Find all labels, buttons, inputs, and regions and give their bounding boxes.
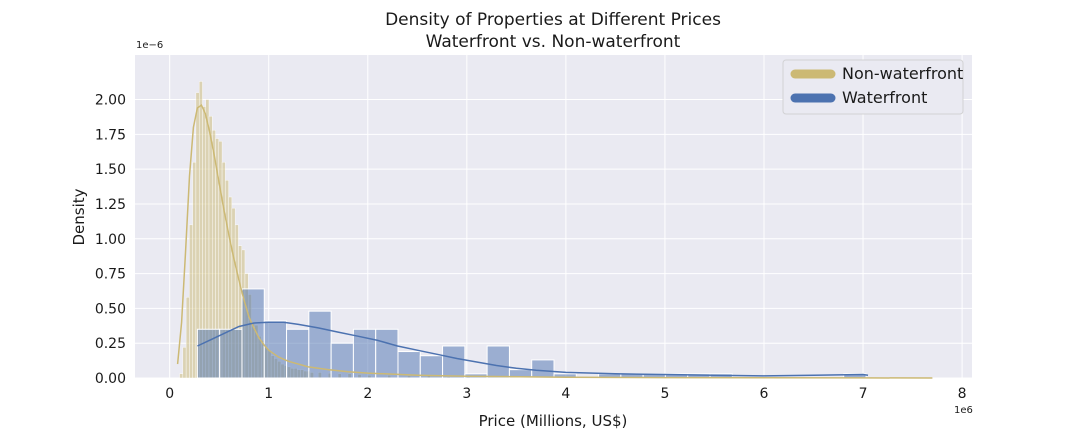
non-waterfront-bar	[192, 162, 197, 379]
x-tick-label: 3	[462, 386, 471, 402]
x-tick-label: 4	[561, 386, 570, 402]
x-tick-label: 2	[363, 386, 372, 402]
waterfront-bar	[531, 359, 555, 379]
x-tick-label: 8	[958, 386, 967, 402]
y-axis-ticks: 0.00 0.25 0.50 0.75 1.00 1.25 1.50 1.75 2.00	[95, 93, 126, 387]
x-offset-label: 1e6	[954, 405, 973, 416]
waterfront-bar	[219, 328, 243, 379]
y-tick-label: 1.00	[95, 232, 126, 248]
y-axis-label: Density	[70, 188, 88, 245]
y-tick-label: 2.00	[95, 93, 126, 109]
x-axis-ticks: 0 1 2 3 4 5 6 7 8	[165, 386, 966, 402]
y-tick-label: 0.75	[95, 267, 126, 283]
chart-subtitle: Waterfront vs. Non-waterfront	[426, 32, 681, 52]
waterfront-bar	[375, 328, 399, 379]
x-tick-label: 7	[859, 386, 868, 402]
non-waterfront-bar	[179, 373, 184, 379]
chart-title: Density of Properties at Different Price…	[385, 10, 721, 30]
waterfront-bar	[286, 328, 310, 379]
y-tick-label: 0.50	[95, 301, 126, 317]
y-tick-label: 1.75	[95, 127, 126, 143]
x-axis-label: Price (Millions, US$)	[479, 412, 628, 430]
y-tick-label: 0.25	[95, 336, 126, 352]
non-waterfront-kde-line	[176, 103, 933, 379]
kde-lines	[176, 103, 933, 379]
legend-label-waterfront: Waterfront	[842, 88, 927, 107]
non-waterfront-bar	[189, 224, 193, 379]
waterfront-bar	[486, 345, 510, 379]
non-waterfront-bar	[182, 347, 187, 379]
y-tick-label: 0.00	[95, 371, 126, 387]
y-tick-label: 1.25	[95, 197, 126, 213]
y-tick-label: 1.50	[95, 162, 126, 178]
x-tick-label: 5	[660, 386, 669, 402]
y-offset-label: 1e−6	[136, 40, 163, 51]
x-tick-label: 1	[264, 386, 273, 402]
waterfront-bar	[553, 373, 577, 379]
legend-label-non-waterfront: Non-waterfront	[842, 64, 963, 83]
x-tick-label: 0	[165, 386, 174, 402]
waterfront-kde-line	[197, 321, 869, 377]
legend: Non-waterfront Waterfront	[782, 59, 964, 115]
waterfront-bar	[442, 345, 466, 379]
non-waterfront-bar	[185, 297, 190, 379]
waterfront-bar	[330, 342, 354, 379]
x-tick-label: 6	[760, 386, 769, 402]
